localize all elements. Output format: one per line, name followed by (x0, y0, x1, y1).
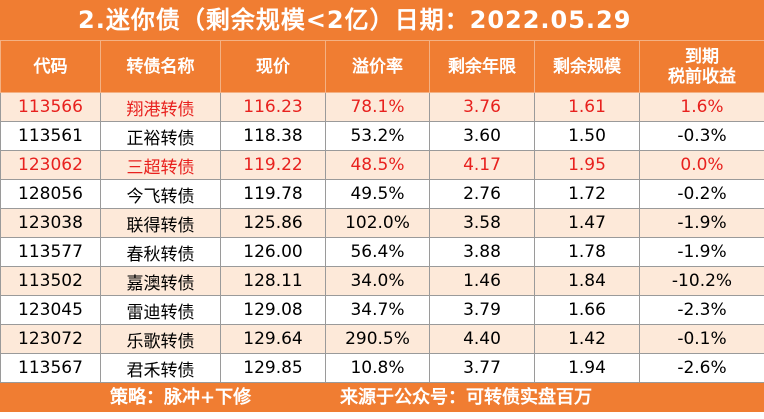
table-row: 128056 今飞转债 119.78 49.5% 2.76 1.72 -0.2% (0, 179, 764, 209)
cell-name: 春秋转债 (100, 237, 221, 267)
cell-scale: 1.84 (534, 266, 640, 296)
table-header-row: 代码 转债名称 现价 溢价率 剩余年限 剩余规模 到期 税前收益 (0, 40, 764, 93)
column-header-price: 现价 (220, 40, 326, 93)
cell-name: 今飞转债 (100, 179, 221, 209)
cell-name: 嘉澳转债 (100, 266, 221, 296)
cell-price: 129.08 (220, 295, 326, 325)
cell-ytm: -0.1% (639, 324, 764, 354)
column-header-ytm: 到期 税前收益 (639, 40, 764, 93)
page-title: 2.迷你债（剩余规模<2亿）日期：2022.05.29 (0, 0, 764, 40)
cell-scale: 1.78 (534, 237, 640, 267)
column-header-premium: 溢价率 (325, 40, 430, 93)
cell-premium: 34.0% (325, 266, 430, 296)
cell-ytm: 0.0% (639, 150, 764, 180)
cell-scale: 1.66 (534, 295, 640, 325)
cell-ytm: -2.6% (639, 353, 764, 383)
cell-ytm: -0.3% (639, 121, 764, 151)
cell-name: 雷迪转债 (100, 295, 221, 325)
table-row: 113561 正裕转债 118.38 53.2% 3.60 1.50 -0.3% (0, 121, 764, 151)
cell-price: 128.11 (220, 266, 326, 296)
cell-name: 正裕转债 (100, 121, 221, 151)
cell-years: 3.60 (429, 121, 535, 151)
cell-ytm: -1.9% (639, 208, 764, 238)
cell-ytm: -1.9% (639, 237, 764, 267)
cell-years: 3.77 (429, 353, 535, 383)
cell-price: 118.38 (220, 121, 326, 151)
cell-price: 129.85 (220, 353, 326, 383)
cell-name: 乐歌转债 (100, 324, 221, 354)
column-header-name: 转债名称 (100, 40, 221, 93)
cell-price: 129.64 (220, 324, 326, 354)
cell-scale: 1.50 (534, 121, 640, 151)
cell-code: 123038 (0, 208, 101, 238)
column-header-years: 剩余年限 (429, 40, 535, 93)
footer-strategy: 策略：脉冲+下修 (110, 387, 252, 408)
cell-years: 4.40 (429, 324, 535, 354)
column-header-scale: 剩余规模 (534, 40, 640, 93)
cell-code: 113502 (0, 266, 101, 296)
cell-code: 128056 (0, 179, 101, 209)
cell-ytm: -10.2% (639, 266, 764, 296)
table-row: 123045 雷迪转债 129.08 34.7% 3.79 1.66 -2.3% (0, 295, 764, 325)
bond-table: 代码 转债名称 现价 溢价率 剩余年限 剩余规模 到期 税前收益 113566 翔… (0, 40, 764, 383)
cell-scale: 1.42 (534, 324, 640, 354)
cell-ytm: -2.3% (639, 295, 764, 325)
cell-code: 113566 (0, 92, 101, 122)
cell-years: 2.76 (429, 179, 535, 209)
cell-scale: 1.61 (534, 92, 640, 122)
cell-years: 4.17 (429, 150, 535, 180)
cell-premium: 78.1% (325, 92, 430, 122)
column-header-ytm-line1: 到期 (685, 46, 719, 67)
cell-years: 1.46 (429, 266, 535, 296)
cell-premium: 56.4% (325, 237, 430, 267)
cell-price: 116.23 (220, 92, 326, 122)
column-header-code: 代码 (0, 40, 101, 93)
cell-ytm: -0.2% (639, 179, 764, 209)
cell-scale: 1.47 (534, 208, 640, 238)
cell-name: 三超转债 (100, 150, 221, 180)
cell-code: 113577 (0, 237, 101, 267)
cell-premium: 49.5% (325, 179, 430, 209)
cell-premium: 290.5% (325, 324, 430, 354)
cell-premium: 48.5% (325, 150, 430, 180)
cell-price: 125.86 (220, 208, 326, 238)
table-row: 123072 乐歌转债 129.64 290.5% 4.40 1.42 -0.1% (0, 324, 764, 354)
cell-code: 113567 (0, 353, 101, 383)
cell-premium: 102.0% (325, 208, 430, 238)
cell-premium: 34.7% (325, 295, 430, 325)
table-row: 113577 春秋转债 126.00 56.4% 3.88 1.78 -1.9% (0, 237, 764, 267)
footer-source: 来源于公众号：可转债实盘百万 (340, 387, 592, 408)
cell-name: 联得转债 (100, 208, 221, 238)
table-row: 123038 联得转债 125.86 102.0% 3.58 1.47 -1.9% (0, 208, 764, 238)
cell-scale: 1.95 (534, 150, 640, 180)
table-row: 113502 嘉澳转债 128.11 34.0% 1.46 1.84 -10.2% (0, 266, 764, 296)
footer-bar: 策略：脉冲+下修 来源于公众号：可转债实盘百万 (0, 383, 764, 412)
cell-code: 113561 (0, 121, 101, 151)
cell-code: 123045 (0, 295, 101, 325)
table-row: 123062 三超转债 119.22 48.5% 4.17 1.95 0.0% (0, 150, 764, 180)
cell-price: 119.22 (220, 150, 326, 180)
cell-price: 126.00 (220, 237, 326, 267)
table-row: 113567 君禾转债 129.85 10.8% 3.77 1.94 -2.6% (0, 353, 764, 383)
cell-name: 翔港转债 (100, 92, 221, 122)
cell-premium: 53.2% (325, 121, 430, 151)
cell-years: 3.58 (429, 208, 535, 238)
cell-ytm: 1.6% (639, 92, 764, 122)
cell-premium: 10.8% (325, 353, 430, 383)
cell-years: 3.79 (429, 295, 535, 325)
cell-years: 3.76 (429, 92, 535, 122)
cell-price: 119.78 (220, 179, 326, 209)
cell-years: 3.88 (429, 237, 535, 267)
cell-name: 君禾转债 (100, 353, 221, 383)
cell-code: 123072 (0, 324, 101, 354)
cell-scale: 1.94 (534, 353, 640, 383)
cell-scale: 1.72 (534, 179, 640, 209)
cell-code: 123062 (0, 150, 101, 180)
table-row: 113566 翔港转债 116.23 78.1% 3.76 1.61 1.6% (0, 92, 764, 122)
column-header-ytm-line2: 税前收益 (668, 66, 736, 87)
